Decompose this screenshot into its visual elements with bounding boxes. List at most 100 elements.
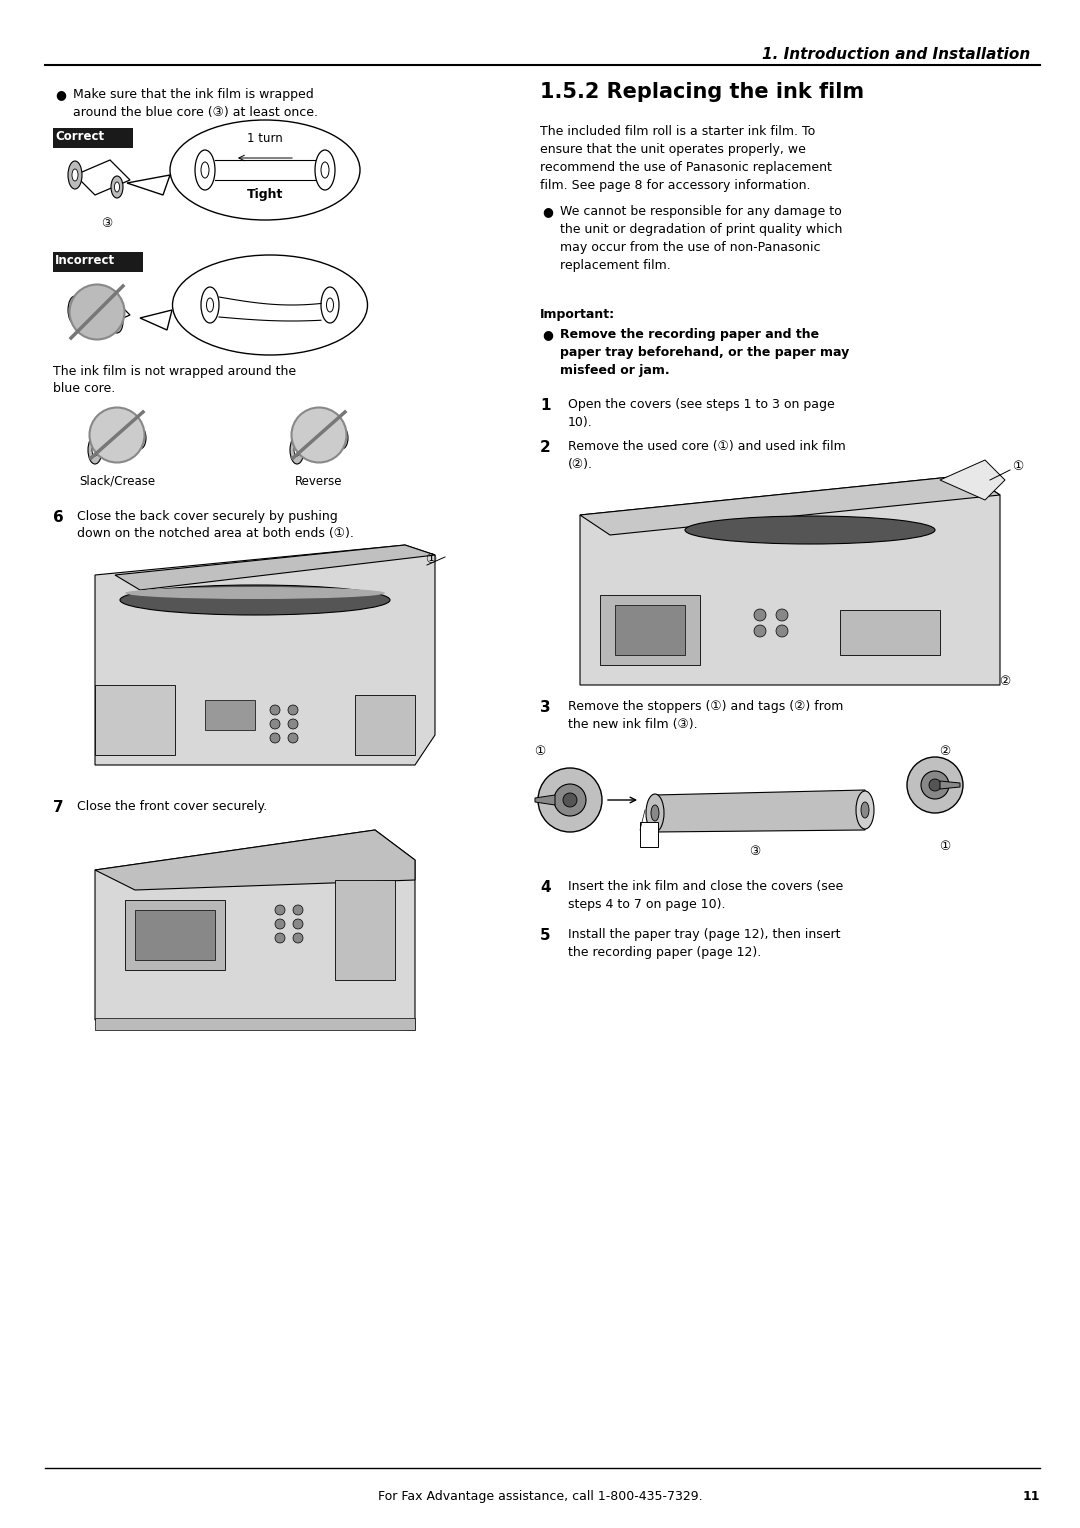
Text: 1: 1: [540, 397, 551, 413]
Text: ●: ●: [542, 329, 553, 341]
Ellipse shape: [292, 408, 347, 463]
Circle shape: [754, 625, 766, 637]
Text: the recording paper (page 12).: the recording paper (page 12).: [568, 946, 761, 960]
Ellipse shape: [173, 255, 367, 354]
Polygon shape: [580, 475, 1000, 685]
Ellipse shape: [170, 121, 360, 220]
Ellipse shape: [111, 312, 123, 333]
Text: Tight: Tight: [247, 188, 283, 202]
Polygon shape: [940, 781, 960, 788]
Ellipse shape: [651, 805, 659, 821]
Text: recommend the use of Panasonic replacement: recommend the use of Panasonic replaceme…: [540, 160, 832, 174]
Text: 1 turn: 1 turn: [247, 131, 283, 145]
Ellipse shape: [69, 284, 124, 339]
Ellipse shape: [134, 426, 146, 449]
Circle shape: [288, 704, 298, 715]
Polygon shape: [95, 830, 415, 889]
Bar: [335, 880, 395, 979]
Text: down on the notched area at both ends (①).: down on the notched area at both ends (①…: [77, 527, 354, 539]
Text: 3: 3: [540, 700, 551, 715]
Text: 4: 4: [540, 880, 551, 895]
Circle shape: [293, 905, 303, 915]
Text: For Fax Advantage assistance, call 1-800-435-7329.: For Fax Advantage assistance, call 1-800…: [378, 1490, 702, 1504]
Text: misfeed or jam.: misfeed or jam.: [561, 364, 670, 377]
Ellipse shape: [87, 435, 102, 465]
Text: Remove the used core (①) and used ink film: Remove the used core (①) and used ink fi…: [568, 440, 846, 452]
Text: the new ink film (③).: the new ink film (③).: [568, 718, 698, 730]
Circle shape: [777, 625, 788, 637]
Text: the unit or degradation of print quality which: the unit or degradation of print quality…: [561, 223, 842, 235]
Bar: [95, 1018, 415, 1030]
Text: ①: ①: [426, 553, 436, 565]
Polygon shape: [127, 176, 170, 196]
Text: ●: ●: [55, 89, 66, 101]
Ellipse shape: [321, 162, 329, 177]
Ellipse shape: [321, 287, 339, 322]
Text: ①: ①: [940, 840, 950, 853]
Polygon shape: [580, 475, 1000, 535]
Polygon shape: [535, 795, 555, 805]
Bar: [53, 128, 133, 148]
Ellipse shape: [339, 432, 345, 443]
Ellipse shape: [68, 296, 82, 324]
Ellipse shape: [195, 150, 215, 189]
Polygon shape: [95, 545, 435, 766]
Ellipse shape: [201, 162, 210, 177]
Text: 6: 6: [53, 510, 64, 526]
Text: steps 4 to 7 on page 10).: steps 4 to 7 on page 10).: [568, 898, 726, 911]
Text: The ink film is not wrapped around the: The ink film is not wrapped around the: [53, 365, 296, 377]
Bar: [125, 900, 225, 970]
Text: Make sure that the ink film is wrapped: Make sure that the ink film is wrapped: [73, 89, 314, 101]
Ellipse shape: [68, 160, 82, 189]
Ellipse shape: [206, 298, 214, 312]
Bar: [135, 911, 215, 960]
Circle shape: [563, 793, 577, 807]
Text: 1. Introduction and Installation: 1. Introduction and Installation: [761, 47, 1030, 63]
Ellipse shape: [856, 792, 874, 830]
Circle shape: [907, 756, 963, 813]
Text: Remove the stoppers (①) and tags (②) from: Remove the stoppers (①) and tags (②) fro…: [568, 700, 843, 714]
Circle shape: [288, 733, 298, 743]
Ellipse shape: [291, 435, 303, 465]
Ellipse shape: [120, 585, 390, 614]
Polygon shape: [75, 295, 130, 330]
Ellipse shape: [92, 445, 98, 455]
Circle shape: [777, 610, 788, 620]
Polygon shape: [114, 545, 435, 590]
Ellipse shape: [72, 304, 78, 316]
Text: Slack/Crease: Slack/Crease: [79, 475, 156, 487]
Text: Install the paper tray (page 12), then insert: Install the paper tray (page 12), then i…: [568, 927, 840, 941]
Polygon shape: [297, 420, 347, 451]
Text: replacement film.: replacement film.: [561, 260, 671, 272]
Text: ensure that the unit operates properly, we: ensure that the unit operates properly, …: [540, 144, 806, 156]
Polygon shape: [95, 420, 145, 451]
Text: ●: ●: [542, 205, 553, 219]
Ellipse shape: [326, 298, 334, 312]
Text: 7: 7: [53, 801, 64, 814]
Circle shape: [275, 934, 285, 943]
Bar: [95, 685, 175, 755]
Ellipse shape: [336, 426, 348, 449]
Text: ③: ③: [102, 217, 112, 231]
Bar: [53, 252, 143, 272]
Circle shape: [293, 934, 303, 943]
Text: (②).: (②).: [568, 458, 593, 471]
Ellipse shape: [114, 316, 120, 327]
Text: 10).: 10).: [568, 416, 593, 429]
Text: ③: ③: [750, 845, 760, 859]
Text: 1.5.2 Replacing the ink film: 1.5.2 Replacing the ink film: [540, 83, 864, 102]
Ellipse shape: [646, 795, 664, 833]
Polygon shape: [654, 790, 865, 833]
Circle shape: [275, 905, 285, 915]
Ellipse shape: [114, 182, 120, 193]
Text: Insert the ink film and close the covers (see: Insert the ink film and close the covers…: [568, 880, 843, 892]
Text: The included film roll is a starter ink film. To: The included film roll is a starter ink …: [540, 125, 815, 138]
Text: film. See page 8 for accessory information.: film. See page 8 for accessory informati…: [540, 179, 810, 193]
Bar: [600, 594, 700, 665]
Circle shape: [270, 704, 280, 715]
Text: Correct: Correct: [55, 130, 104, 144]
Bar: [355, 695, 415, 755]
Polygon shape: [75, 160, 130, 196]
Text: Close the front cover securely.: Close the front cover securely.: [77, 801, 267, 813]
Circle shape: [929, 779, 941, 792]
